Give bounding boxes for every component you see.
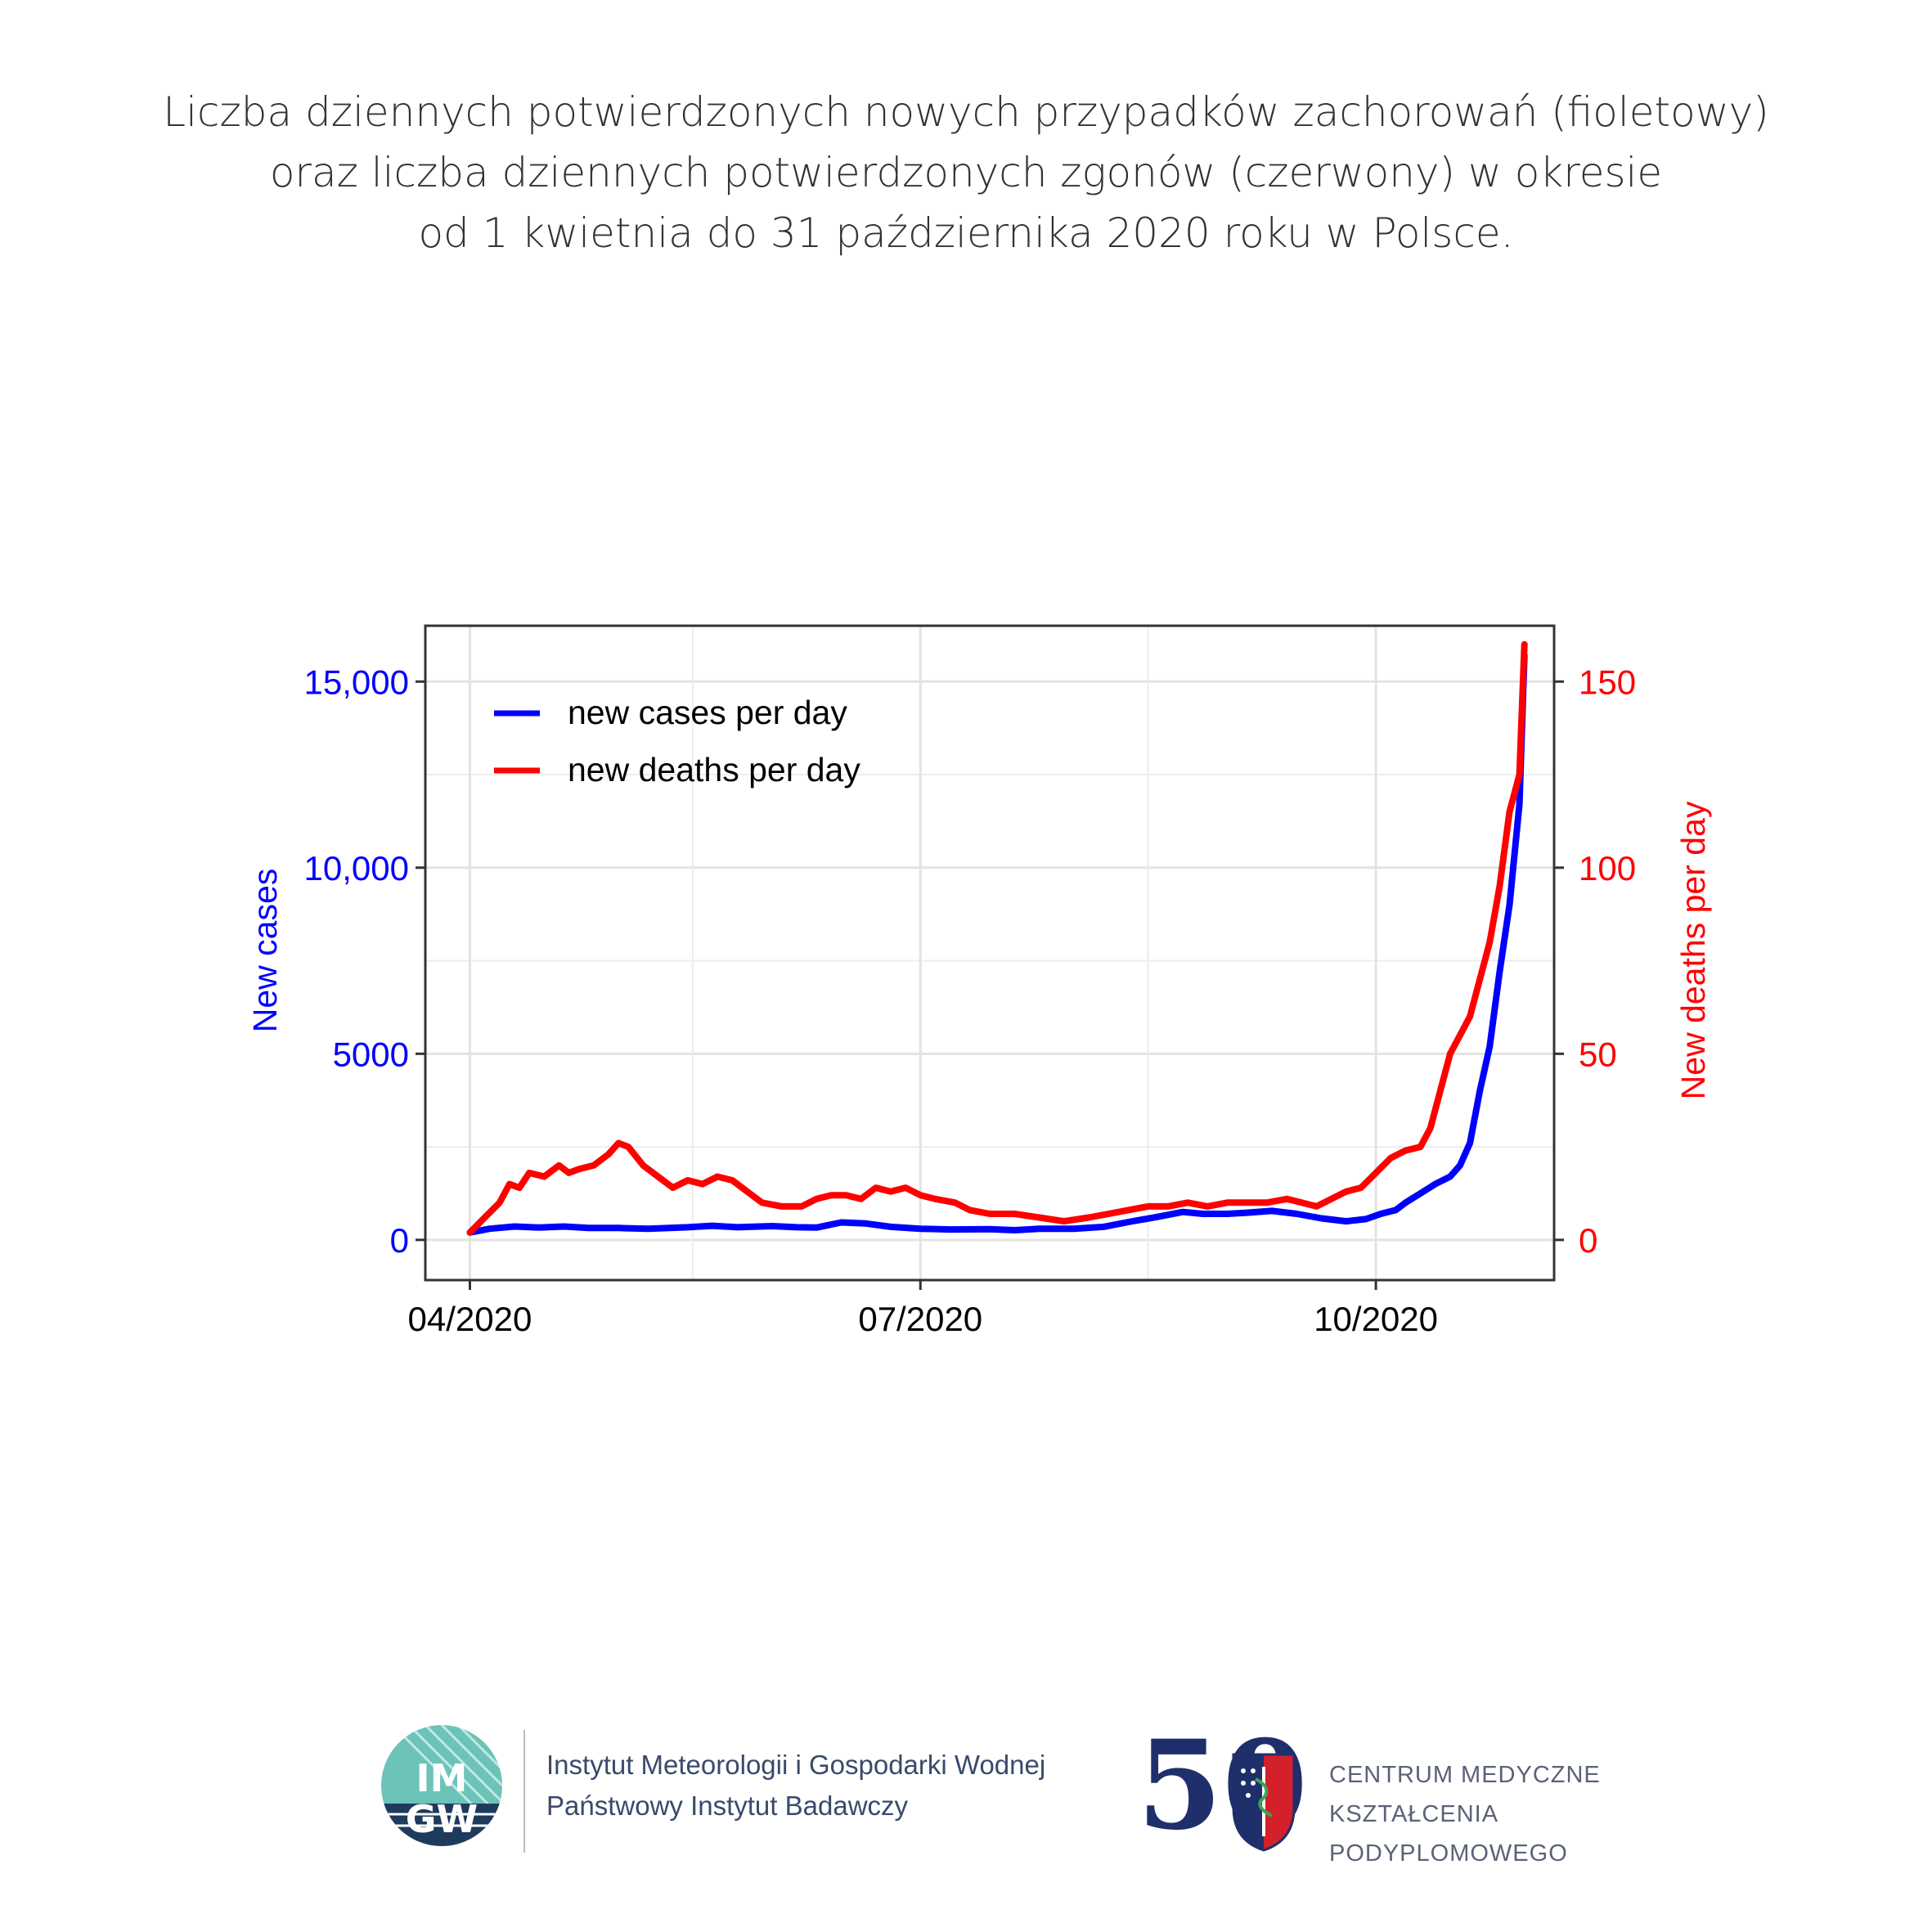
x-tick-label: 04/2020 [408,1300,532,1338]
series-line-new-cases [466,652,1528,1236]
x-tick-label: 10/2020 [1314,1300,1438,1338]
plot-panel-border [424,624,1556,1282]
y-left-axis-title: New cases [246,869,284,1033]
imgw-name: Instytut Meteorologii i Gospodarki Wodne… [546,1745,1045,1826]
imgw-logo: IM GW [381,1725,502,1846]
y-left-tick-label: 0 [390,1221,409,1260]
series-line-new-deaths [466,640,1528,1236]
cmkp-name-line-1: CENTRUM MEDYCZNE [1329,1762,1601,1788]
y-right-axis-title: New deaths per day [1674,801,1712,1099]
y-right-tick-label: 0 [1579,1221,1597,1260]
chart-title: Liczba dziennych potwierdzonych nowych p… [0,82,1932,263]
y-right-tick-label: 150 [1579,663,1636,701]
legend-label-deaths: new deaths per day [568,751,860,789]
imgw-name-line-1: Instytut Meteorologii i Gospodarki Wodne… [546,1750,1046,1780]
y-left-tick-label: 5000 [333,1035,409,1073]
grid [425,626,1554,1280]
y-left-tick-label: 15,000 [304,663,409,701]
y-right-tick-label: 100 [1579,849,1636,887]
imgw-name-line-2: Państwowy Instytut Badawczy [546,1790,909,1821]
axes: 0 5000 10,000 15,000 0 50 100 150 04/2020 07/2020… [304,663,1637,1338]
cmkp-name: CENTRUM MEDYCZNE KSZTAŁCENIA PODYPLOMOWE… [1329,1755,1601,1873]
imgw-logo-text-top: IM [416,1756,468,1800]
cmkp-name-line-3: PODYPLOMOWEGO [1329,1840,1568,1867]
title-line-2: oraz liczba dziennych potwierdzonych zgo… [269,149,1663,196]
legend-label-cases: new cases per day [568,694,847,731]
y-right-tick-label: 50 [1579,1035,1617,1073]
y-left-tick-label: 10,000 [304,849,409,887]
title-line-1: Liczba dziennych potwierdzonych nowych p… [163,88,1769,136]
title-line-3: od 1 kwietnia do 31 października 2020 ro… [418,209,1514,257]
footer-divider [523,1730,525,1853]
legend: new cases per day new deaths per day [494,694,860,789]
imgw-logo-text-bottom: GW [406,1797,479,1841]
x-tick-label: 07/2020 [858,1300,982,1338]
cmkp-logo: 50 [1137,1714,1308,1858]
series-group [466,640,1528,1236]
shield-icon [1232,1753,1296,1852]
cmkp-name-line-2: KSZTAŁCENIA [1329,1801,1499,1827]
